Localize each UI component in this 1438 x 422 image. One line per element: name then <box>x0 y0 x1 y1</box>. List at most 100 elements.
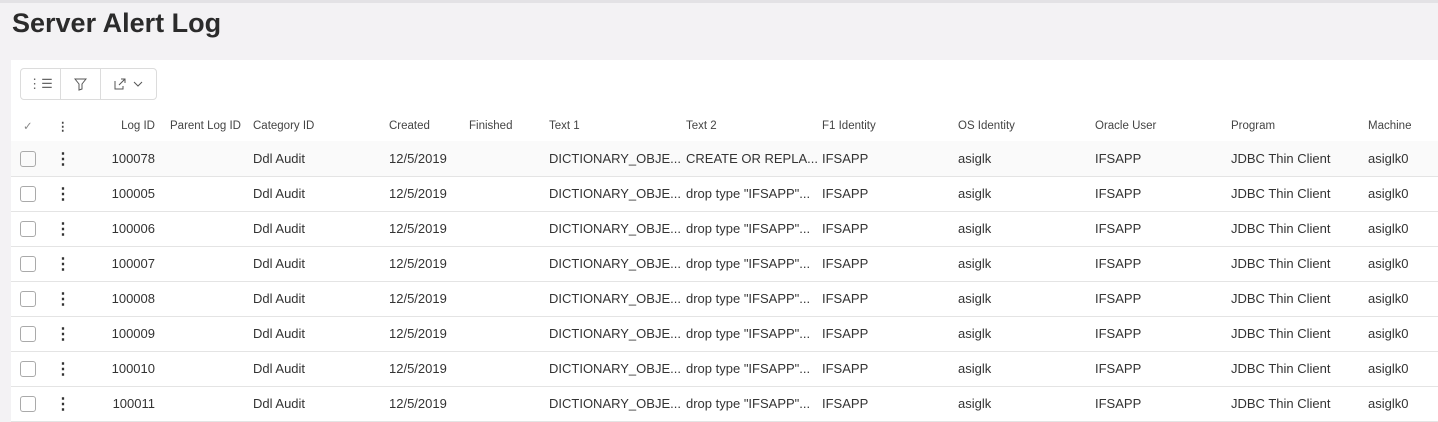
table-cell: IFSAPP <box>822 151 869 166</box>
column-header[interactable]: Oracle User <box>1095 119 1157 132</box>
table-cell: 12/5/2019 <box>389 326 447 341</box>
header-menu-icon[interactable]: ⋮ <box>57 120 69 133</box>
table-cell: asiglk <box>958 291 992 306</box>
table-cell: Ddl Audit <box>253 256 306 271</box>
table-cell: Ddl Audit <box>253 221 306 236</box>
column-header[interactable]: F1 Identity <box>822 119 876 132</box>
table-cell: IFSAPP <box>822 291 869 306</box>
table-cell: 100011 <box>112 396 155 411</box>
table-cell: drop type "IFSAPP"... <box>686 256 811 271</box>
table-cell: asiglk0 <box>1368 396 1409 411</box>
column-header[interactable]: Category ID <box>253 119 315 132</box>
table-cell: IFSAPP <box>1095 291 1142 306</box>
table-row[interactable]: ⋮ 100010 Ddl Audit 12/5/2019 DICTIONARY_OBJE… <box>11 351 1438 387</box>
table-cell: asiglk <box>958 326 992 341</box>
table-cell: asiglk <box>958 186 992 201</box>
row-checkbox[interactable] <box>20 186 36 202</box>
table-cell: drop type "IFSAPP"... <box>686 221 811 236</box>
table-cell: Ddl Audit <box>253 326 306 341</box>
table-row[interactable]: ⋮ 100011 Ddl Audit 12/5/2019 DICTIONARY_OBJE… <box>11 386 1438 422</box>
table-cell: DICTIONARY_OBJE... <box>549 221 681 236</box>
table-cell: 12/5/2019 <box>389 291 447 306</box>
row-menu-icon[interactable]: ⋮ <box>55 360 71 378</box>
row-checkbox[interactable] <box>20 361 36 377</box>
table-cell: JDBC Thin Client <box>1231 221 1331 236</box>
table-cell: DICTIONARY_OBJE... <box>549 396 681 411</box>
column-header[interactable]: Finished <box>469 119 513 132</box>
select-all-checkmark[interactable]: ✓ <box>23 120 33 133</box>
table-cell: DICTIONARY_OBJE... <box>549 326 681 341</box>
table-row[interactable]: ⋮ 100008 Ddl Audit 12/5/2019 DICTIONARY_OBJE… <box>11 281 1438 317</box>
table-cell: asiglk0 <box>1368 256 1409 271</box>
row-checkbox[interactable] <box>20 326 36 342</box>
row-menu-icon[interactable]: ⋮ <box>55 220 71 238</box>
row-menu-icon[interactable]: ⋮ <box>55 150 71 168</box>
table-cell: Ddl Audit <box>253 186 306 201</box>
export-icon <box>114 78 126 90</box>
table-cell: 12/5/2019 <box>389 396 447 411</box>
table-row[interactable]: ⋮ 100006 Ddl Audit 12/5/2019 DICTIONARY_OBJE… <box>11 211 1438 247</box>
table-cell: 12/5/2019 <box>389 151 447 166</box>
column-list-button[interactable]: ⋮☰ <box>21 69 61 99</box>
filter-button[interactable] <box>61 69 101 99</box>
table-cell: IFSAPP <box>1095 361 1142 376</box>
column-header[interactable]: Machine <box>1368 119 1412 132</box>
row-menu-icon[interactable]: ⋮ <box>55 290 71 308</box>
table-cell: asiglk0 <box>1368 291 1409 306</box>
table-cell: Ddl Audit <box>253 396 306 411</box>
table-cell: IFSAPP <box>822 186 869 201</box>
row-checkbox[interactable] <box>20 221 36 237</box>
row-checkbox[interactable] <box>20 151 36 167</box>
row-menu-icon[interactable]: ⋮ <box>55 395 71 413</box>
table-cell: 12/5/2019 <box>389 186 447 201</box>
table-cell: Ddl Audit <box>253 291 306 306</box>
table-cell: asiglk0 <box>1368 151 1409 166</box>
row-checkbox[interactable] <box>20 256 36 272</box>
export-button[interactable] <box>101 69 156 99</box>
table-cell: IFSAPP <box>822 326 869 341</box>
table-cell: drop type "IFSAPP"... <box>686 326 811 341</box>
row-menu-icon[interactable]: ⋮ <box>55 325 71 343</box>
row-menu-icon[interactable]: ⋮ <box>55 185 71 203</box>
table-cell: 100008 <box>111 291 155 306</box>
table-cell: 12/5/2019 <box>389 256 447 271</box>
page-title: Server Alert Log <box>12 8 222 38</box>
table-cell: asiglk0 <box>1368 326 1409 341</box>
table-cell: 100006 <box>111 221 155 236</box>
table-cell: IFSAPP <box>822 361 869 376</box>
table-cell: asiglk <box>958 151 992 166</box>
table-cell: drop type "IFSAPP"... <box>686 291 811 306</box>
table-cell: JDBC Thin Client <box>1231 256 1331 271</box>
table-cell: 100009 <box>111 326 155 341</box>
table-cell: JDBC Thin Client <box>1231 326 1331 341</box>
row-menu-icon[interactable]: ⋮ <box>55 255 71 273</box>
table-cell: IFSAPP <box>822 396 869 411</box>
column-header[interactable]: Text 2 <box>686 119 717 132</box>
column-header[interactable]: Program <box>1231 119 1276 132</box>
table-cell: 100005 <box>111 186 155 201</box>
table-row[interactable]: ⋮ 100078 Ddl Audit 12/5/2019 DICTIONARY_OBJE… <box>11 141 1438 177</box>
table-cell: JDBC Thin Client <box>1231 186 1331 201</box>
table-cell: asiglk0 <box>1368 186 1409 201</box>
row-checkbox[interactable] <box>20 291 36 307</box>
table-cell: Ddl Audit <box>253 361 306 376</box>
table-cell: asiglk0 <box>1368 361 1409 376</box>
list-icon: ⋮☰ <box>28 76 53 91</box>
table-cell: 100007 <box>111 256 155 271</box>
row-checkbox[interactable] <box>20 396 36 412</box>
column-header[interactable]: Parent Log ID <box>170 119 241 132</box>
table-cell: JDBC Thin Client <box>1231 361 1331 376</box>
column-header[interactable]: Created <box>389 119 430 132</box>
column-header[interactable]: Text 1 <box>549 119 580 132</box>
table-cell: DICTIONARY_OBJE... <box>549 291 681 306</box>
table-row[interactable]: ⋮ 100005 Ddl Audit 12/5/2019 DICTIONARY_OBJE… <box>11 176 1438 212</box>
column-header[interactable]: OS Identity <box>958 119 1015 132</box>
table-row[interactable]: ⋮ 100009 Ddl Audit 12/5/2019 DICTIONARY_OBJE… <box>11 316 1438 352</box>
table-cell: asiglk <box>958 361 992 376</box>
table-cell: 100010 <box>111 361 155 376</box>
column-header[interactable]: Log ID <box>121 119 155 132</box>
top-bar <box>0 0 1438 3</box>
table-cell: JDBC Thin Client <box>1231 396 1331 411</box>
table-cell: IFSAPP <box>1095 151 1142 166</box>
table-row[interactable]: ⋮ 100007 Ddl Audit 12/5/2019 DICTIONARY_OBJE… <box>11 246 1438 282</box>
